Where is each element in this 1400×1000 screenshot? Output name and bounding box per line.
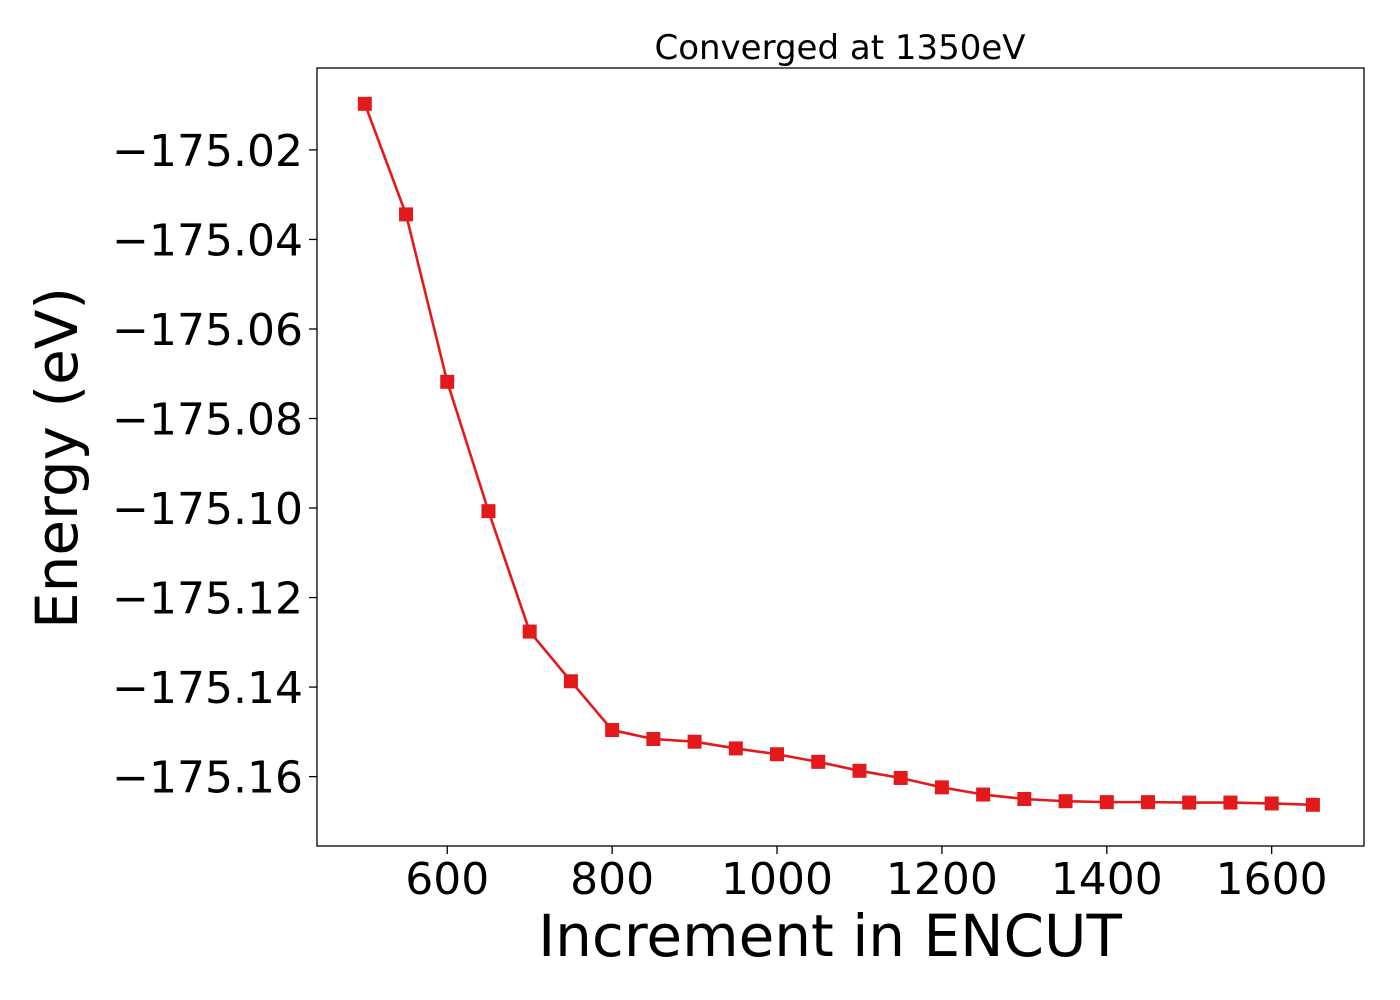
data-point-marker <box>399 207 414 222</box>
y-axis-label: Energy (eV) <box>23 287 91 629</box>
x-tick-label: 600 <box>405 854 489 905</box>
y-tick-label: −175.04 <box>112 215 303 266</box>
data-point-marker <box>770 747 785 762</box>
data-point-marker <box>893 770 908 785</box>
y-tick-label: −175.14 <box>112 663 303 714</box>
data-point-marker <box>976 787 991 802</box>
x-tick-label: 800 <box>570 854 654 905</box>
data-point-marker <box>1305 797 1320 812</box>
data-point-marker <box>563 674 578 689</box>
y-tick-label: −175.12 <box>112 574 303 625</box>
data-point-marker <box>605 723 620 738</box>
data-point-marker <box>1264 796 1279 811</box>
x-axis-ticks: 600 800 1000 1200 1400 1600 <box>405 846 1328 905</box>
y-tick-label: −175.06 <box>112 305 303 356</box>
data-point-marker <box>481 504 496 519</box>
chart-title: Converged at 1350eV <box>654 28 1025 68</box>
data-point-marker <box>522 624 537 639</box>
data-point-marker <box>1099 795 1114 810</box>
data-point-marker <box>934 780 949 795</box>
data-point-marker <box>852 763 867 778</box>
data-point-marker <box>646 732 661 747</box>
data-point-marker <box>728 741 743 756</box>
data-point-marker <box>1017 791 1032 806</box>
x-axis-label: Increment in ENCUT <box>538 902 1122 970</box>
x-tick-label: 1600 <box>1216 854 1328 905</box>
y-tick-label: −175.16 <box>112 753 303 804</box>
data-point-marker <box>357 96 372 111</box>
x-tick-label: 1000 <box>721 854 833 905</box>
data-point-marker <box>811 754 826 769</box>
data-point-marker <box>1058 794 1073 809</box>
data-point-marker <box>1182 795 1197 810</box>
x-tick-label: 1400 <box>1051 854 1163 905</box>
plot-area-frame <box>316 67 1365 847</box>
series-line <box>363 103 1313 807</box>
data-point-marker <box>440 374 455 389</box>
data-point-marker <box>1141 795 1156 810</box>
data-point-marker <box>687 734 702 749</box>
x-tick-label: 1200 <box>886 854 998 905</box>
y-tick-label: −175.10 <box>112 484 303 535</box>
y-tick-label: −175.08 <box>112 395 303 446</box>
y-axis-ticks: −175.02 −175.04 −175.06 −175.08 −175.10 −175.… <box>112 126 317 804</box>
series-layer <box>357 96 1320 812</box>
data-point-marker <box>1223 795 1238 810</box>
y-tick-label: −175.02 <box>112 126 303 177</box>
